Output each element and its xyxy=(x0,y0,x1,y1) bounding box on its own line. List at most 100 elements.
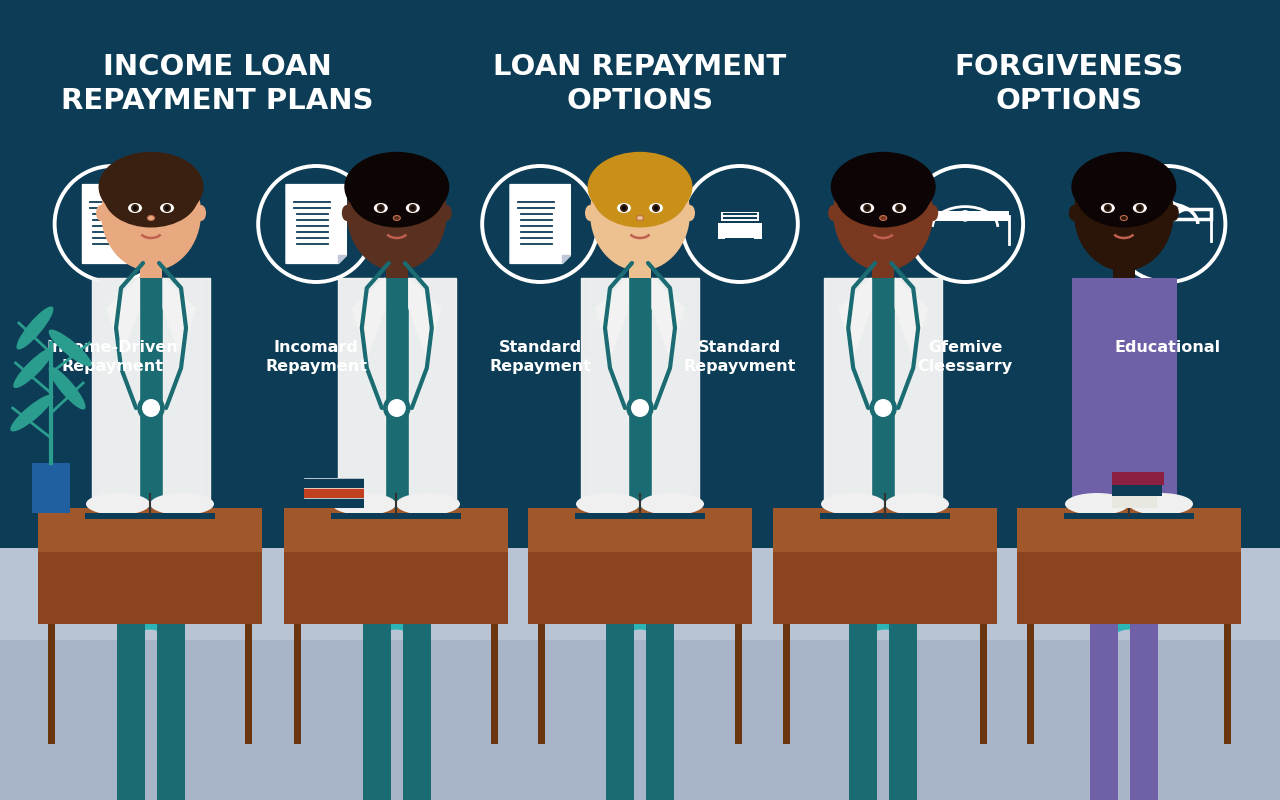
Ellipse shape xyxy=(654,206,658,210)
Bar xyxy=(890,619,918,800)
Ellipse shape xyxy=(349,164,444,227)
Bar xyxy=(1112,485,1162,496)
Circle shape xyxy=(874,399,892,417)
Ellipse shape xyxy=(165,206,169,210)
Polygon shape xyxy=(947,210,983,221)
Bar xyxy=(538,624,545,744)
Bar xyxy=(49,624,55,744)
Ellipse shape xyxy=(101,155,201,271)
Bar xyxy=(726,238,754,242)
Ellipse shape xyxy=(10,394,54,431)
Text: Standard
Repayment: Standard Repayment xyxy=(489,340,591,374)
Bar xyxy=(1064,513,1194,519)
Ellipse shape xyxy=(442,205,452,221)
Polygon shape xyxy=(163,278,210,508)
Bar xyxy=(244,624,252,744)
Polygon shape xyxy=(509,185,571,263)
Bar xyxy=(721,211,759,221)
Bar xyxy=(628,248,652,278)
Ellipse shape xyxy=(1133,203,1147,213)
Ellipse shape xyxy=(1129,493,1193,515)
Bar xyxy=(84,513,215,519)
Polygon shape xyxy=(408,278,440,358)
Ellipse shape xyxy=(396,493,460,515)
Bar xyxy=(1112,248,1135,278)
Bar xyxy=(0,0,1280,548)
Bar xyxy=(1112,496,1157,508)
Ellipse shape xyxy=(576,493,640,515)
Bar xyxy=(529,552,753,624)
Ellipse shape xyxy=(1103,204,1112,212)
Ellipse shape xyxy=(1101,203,1115,213)
Ellipse shape xyxy=(622,206,626,210)
Bar xyxy=(294,624,301,744)
Bar xyxy=(116,619,145,800)
Bar xyxy=(403,619,431,800)
Polygon shape xyxy=(652,278,684,358)
Ellipse shape xyxy=(879,215,887,221)
Ellipse shape xyxy=(1074,155,1174,271)
Polygon shape xyxy=(353,278,385,358)
Ellipse shape xyxy=(13,348,54,388)
Ellipse shape xyxy=(1106,206,1110,210)
Text: FORGIVENESS
OPTIONS: FORGIVENESS OPTIONS xyxy=(954,54,1184,114)
Circle shape xyxy=(388,399,406,417)
Polygon shape xyxy=(285,185,347,263)
Ellipse shape xyxy=(863,204,872,212)
Ellipse shape xyxy=(636,215,644,221)
Bar xyxy=(284,552,508,624)
Bar xyxy=(605,619,634,800)
Polygon shape xyxy=(562,255,571,263)
Text: INCOME LOAN
REPAYMENT PLANS: INCOME LOAN REPAYMENT PLANS xyxy=(61,54,374,114)
Bar xyxy=(849,619,877,800)
Bar xyxy=(1130,619,1158,800)
Bar xyxy=(344,278,449,508)
Ellipse shape xyxy=(820,493,884,515)
Bar xyxy=(0,548,1280,640)
Polygon shape xyxy=(108,278,140,358)
Text: Gfemive
Cleessarry: Gfemive Cleessarry xyxy=(918,340,1012,374)
Ellipse shape xyxy=(150,493,214,515)
Ellipse shape xyxy=(163,204,172,212)
Ellipse shape xyxy=(652,204,660,212)
Polygon shape xyxy=(338,255,347,263)
Circle shape xyxy=(631,399,649,417)
Polygon shape xyxy=(824,278,872,508)
Bar xyxy=(783,624,790,744)
Polygon shape xyxy=(92,278,140,508)
Ellipse shape xyxy=(99,152,204,222)
Ellipse shape xyxy=(408,204,417,212)
Ellipse shape xyxy=(831,152,936,222)
Text: LOAN REPAYMENT
OPTIONS: LOAN REPAYMENT OPTIONS xyxy=(493,54,787,114)
Ellipse shape xyxy=(160,203,174,213)
Bar xyxy=(140,248,163,278)
Polygon shape xyxy=(596,278,628,358)
Polygon shape xyxy=(840,278,872,358)
Ellipse shape xyxy=(347,155,447,271)
Ellipse shape xyxy=(196,205,206,221)
Text: Standard
Repayvment: Standard Repayvment xyxy=(684,340,796,374)
Bar xyxy=(773,552,997,624)
Bar xyxy=(0,640,1280,800)
Ellipse shape xyxy=(590,155,690,271)
Ellipse shape xyxy=(649,203,663,213)
Bar xyxy=(305,498,364,508)
Polygon shape xyxy=(134,255,143,263)
Ellipse shape xyxy=(1069,205,1079,221)
Bar xyxy=(1124,209,1211,219)
Bar xyxy=(284,508,508,552)
Ellipse shape xyxy=(1169,205,1179,221)
Bar xyxy=(99,278,204,508)
Circle shape xyxy=(142,399,160,417)
Bar xyxy=(872,248,895,278)
Bar xyxy=(305,478,364,488)
Polygon shape xyxy=(408,278,456,508)
Ellipse shape xyxy=(884,493,948,515)
Bar xyxy=(1027,624,1034,744)
Bar xyxy=(980,624,987,744)
Ellipse shape xyxy=(860,203,874,213)
Ellipse shape xyxy=(17,306,54,350)
Ellipse shape xyxy=(131,204,140,212)
Ellipse shape xyxy=(585,205,595,221)
Ellipse shape xyxy=(620,204,628,212)
